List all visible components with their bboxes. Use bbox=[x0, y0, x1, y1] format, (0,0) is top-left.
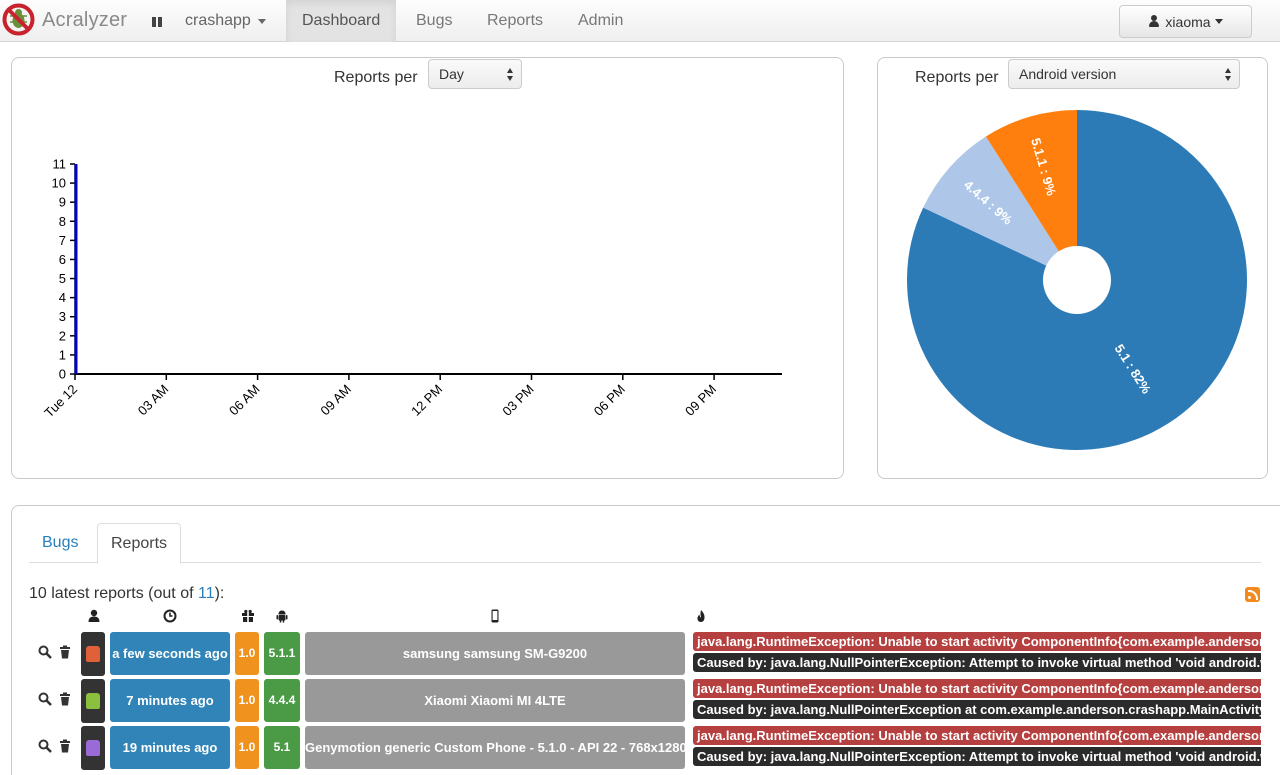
reports-per-label: Reports per bbox=[915, 69, 999, 86]
total-reports-link[interactable]: 11 bbox=[197, 585, 215, 602]
pie-hole bbox=[1043, 246, 1111, 314]
pie-slice-5-1-1[interactable] bbox=[985, 110, 1077, 280]
search-icon[interactable] bbox=[38, 645, 52, 659]
x-tick-label: 03 AM bbox=[135, 382, 172, 419]
device-name: Genymotion generic Custom Phone - 5.1.0 … bbox=[305, 726, 685, 769]
exception-cause: Caused by: java.lang.NullPointerExceptio… bbox=[693, 653, 1261, 672]
avatar bbox=[81, 679, 105, 723]
clock-icon bbox=[163, 609, 177, 623]
report-time[interactable]: 19 minutes ago bbox=[110, 726, 230, 769]
caret-down-icon bbox=[257, 18, 266, 24]
app-selector-dropdown[interactable]: crashapp bbox=[152, 0, 266, 42]
select-value: Day bbox=[439, 66, 464, 82]
tab-reports[interactable]: Reports bbox=[97, 523, 182, 564]
no-bug-logo-icon[interactable] bbox=[2, 3, 35, 36]
y-tick-label: 11 bbox=[53, 157, 67, 172]
exception-message: java.lang.RuntimeException: Unable to st… bbox=[693, 632, 1261, 651]
app-version-badge: 1.0 bbox=[235, 632, 259, 675]
gift-icon bbox=[242, 609, 254, 622]
select-arrows-icon bbox=[1225, 68, 1231, 82]
y-tick-label: 9 bbox=[59, 195, 66, 210]
x-tick-label: 06 PM bbox=[591, 382, 628, 419]
user-icon bbox=[88, 609, 100, 622]
user-menu-button[interactable]: xiaoma bbox=[1119, 5, 1252, 38]
robot-avatar-icon bbox=[86, 740, 100, 756]
trash-icon[interactable] bbox=[58, 739, 72, 753]
android-version-panel: Reports per Android version 5.1 : 82% 4.4… bbox=[877, 57, 1268, 479]
x-tick-label: 06 AM bbox=[226, 382, 263, 419]
fire-icon bbox=[697, 610, 705, 622]
user-icon bbox=[1148, 15, 1160, 28]
trash-icon[interactable] bbox=[58, 645, 72, 659]
columns-icon bbox=[152, 16, 163, 27]
report-row[interactable]: 7 minutes ago 1.0 4.4.4 Xiaomi Xiaomi MI… bbox=[29, 679, 1261, 723]
user-name: xiaoma bbox=[1165, 13, 1211, 30]
app-version-badge: 1.0 bbox=[235, 726, 259, 769]
y-tick-label: 5 bbox=[59, 271, 66, 286]
pie-slice-4-4-4[interactable] bbox=[923, 136, 1077, 280]
timeline-period-select[interactable]: Day bbox=[428, 59, 522, 89]
rss-feed-icon[interactable] bbox=[1245, 587, 1260, 602]
y-tick-label: 2 bbox=[59, 328, 66, 343]
tab-bugs[interactable]: Bugs bbox=[42, 534, 79, 551]
x-tick-label: 09 PM bbox=[682, 382, 719, 419]
exception-message: java.lang.RuntimeException: Unable to st… bbox=[693, 726, 1261, 745]
select-arrows-icon bbox=[507, 68, 513, 82]
android-version-badge: 5.1 bbox=[264, 726, 300, 769]
device-name: samsung samsung SM-G9200 bbox=[305, 632, 685, 675]
latest-prefix: 10 latest reports (out of bbox=[29, 585, 198, 602]
nav-admin[interactable]: Admin bbox=[578, 12, 624, 29]
android-version-pie-chart: 5.1 : 82%4.4.4 : 9%5.1.1 : 9% bbox=[907, 110, 1247, 450]
nav-reports[interactable]: Reports bbox=[487, 12, 544, 29]
report-row[interactable]: a few seconds ago 1.0 5.1.1 samsung sams… bbox=[29, 632, 1261, 676]
nav-bugs[interactable]: Bugs bbox=[416, 12, 453, 29]
timeline-panel: Reports per Day 0 1 2 3 4 5 6 7 8 9 10 11 Tue 12 03 A… bbox=[11, 57, 844, 479]
y-tick-label: 8 bbox=[59, 214, 66, 229]
y-tick-label: 4 bbox=[59, 290, 66, 305]
exception-cause: Caused by: java.lang.NullPointerExceptio… bbox=[693, 747, 1261, 766]
robot-avatar-icon bbox=[86, 693, 100, 709]
exception-cause: Caused by: java.lang.NullPointerExceptio… bbox=[693, 700, 1261, 719]
reports-tabs: Bugs Reports bbox=[29, 523, 1261, 564]
exception-message: java.lang.RuntimeException: Unable to st… bbox=[693, 679, 1261, 698]
brand-name[interactable]: Acralyzer bbox=[42, 9, 128, 31]
android-icon bbox=[276, 610, 288, 623]
y-tick-label: 7 bbox=[59, 233, 66, 248]
avatar bbox=[81, 632, 105, 676]
y-tick-label: 3 bbox=[59, 309, 66, 324]
y-tick-label: 1 bbox=[59, 347, 66, 362]
robot-avatar-icon bbox=[86, 646, 100, 662]
pie-dimension-select[interactable]: Android version bbox=[1008, 59, 1240, 89]
x-tick-label: 12 PM bbox=[408, 382, 445, 419]
app-name: crashapp bbox=[185, 12, 251, 29]
search-icon[interactable] bbox=[38, 739, 52, 753]
report-time[interactable]: 7 minutes ago bbox=[110, 679, 230, 722]
phone-icon bbox=[491, 609, 499, 623]
reports-timeline-chart: 0 1 2 3 4 5 6 7 8 9 10 11 Tue 12 03 AM 06 AM 09 AM 12 PM… bbox=[41, 157, 782, 421]
select-value: Android version bbox=[1019, 66, 1117, 82]
android-version-badge: 4.4.4 bbox=[264, 679, 300, 722]
x-tick-label: 03 PM bbox=[499, 382, 536, 419]
search-icon[interactable] bbox=[38, 692, 52, 706]
top-navbar: Acralyzer crashapp Dashboard Bugs Report… bbox=[0, 0, 1280, 42]
app-version-badge: 1.0 bbox=[235, 679, 259, 722]
nav-dashboard[interactable]: Dashboard bbox=[286, 0, 397, 42]
caret-down-icon bbox=[1214, 19, 1223, 24]
latest-reports-title: 10 latest reports (out of 11): bbox=[29, 585, 224, 603]
report-time[interactable]: a few seconds ago bbox=[110, 632, 230, 675]
device-name: Xiaomi Xiaomi MI 4LTE bbox=[305, 679, 685, 722]
y-tick-label: 10 bbox=[52, 176, 66, 191]
android-version-badge: 5.1.1 bbox=[264, 632, 300, 675]
x-tick-label: Tue 12 bbox=[41, 382, 80, 421]
reports-per-label: Reports per bbox=[334, 69, 418, 86]
y-tick-label: 0 bbox=[59, 367, 66, 382]
avatar bbox=[81, 726, 105, 770]
x-tick-label: 09 AM bbox=[317, 382, 354, 419]
latest-suffix: ): bbox=[214, 585, 225, 602]
y-tick-label: 6 bbox=[59, 252, 66, 267]
trash-icon[interactable] bbox=[58, 692, 72, 706]
report-row[interactable]: 19 minutes ago 1.0 5.1 Genymotion generi… bbox=[29, 726, 1261, 770]
